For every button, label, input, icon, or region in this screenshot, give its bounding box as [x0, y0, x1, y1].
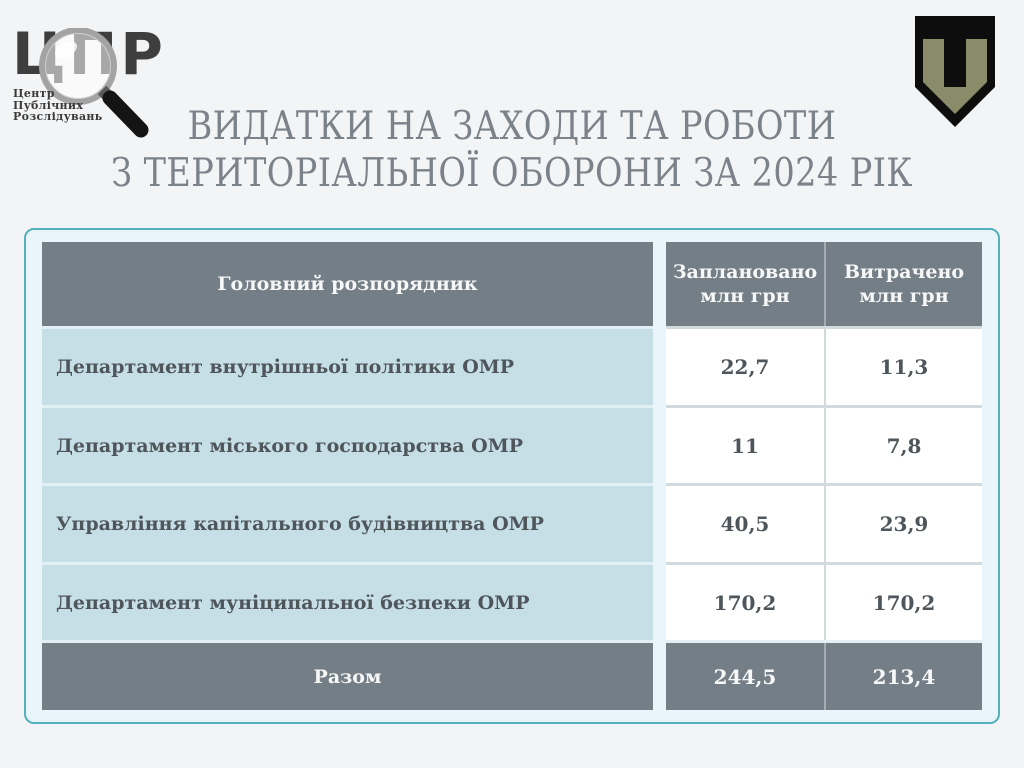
table-row-values: 11 7,8	[666, 404, 982, 484]
spent-value: 23,9	[824, 486, 982, 562]
totals-planned-value: 244,5	[713, 664, 777, 689]
planned-value: 22,7	[720, 355, 770, 380]
payer-column-header: Головний розпорядник	[42, 242, 653, 327]
table-row-values: 22,7 11,3	[666, 326, 982, 405]
values-columns: Заплановано млн грн Витрачено млн грн 22…	[666, 242, 982, 710]
totals-spent-value: 213,4	[824, 643, 982, 710]
table-row-name: Департамент внутрішньої політики ОМР	[42, 326, 653, 405]
planned-value: 11	[731, 433, 759, 458]
spent-value: 170,2	[824, 564, 982, 641]
planned-column-header: Заплановано млн грн	[666, 242, 824, 326]
page-title-line1: ВИДАТКИ НА ЗАХОДИ ТА РОБОТИ	[187, 104, 837, 149]
table-row-name: Департамент муніципальної безпеки ОМР	[42, 561, 653, 641]
magnifying-glass-icon	[39, 28, 149, 138]
spent-header-line2: млн грн	[859, 285, 949, 308]
payer-column: Головний розпорядник Департамент внутріш…	[42, 242, 653, 710]
table-row-name: Департамент міського господарства ОМР	[42, 404, 653, 484]
budget-table-card: Головний розпорядник Департамент внутріш…	[24, 228, 1000, 724]
logo-caption-line: Центр	[13, 87, 55, 100]
spent-value: 7,8	[824, 407, 982, 484]
planned-value: 40,5	[720, 512, 770, 537]
table-row-values: 170,2 170,2	[666, 561, 982, 641]
totals-values-row: 244,5 213,4	[666, 640, 982, 710]
planned-header-line2: млн грн	[700, 285, 790, 308]
values-header-row: Заплановано млн грн Витрачено млн грн	[666, 242, 982, 327]
table-row-values: 40,5 23,9	[666, 483, 982, 562]
table-row-name: Управління капітального будівництва ОМР	[42, 483, 653, 562]
spent-column-header: Витрачено млн грн	[824, 242, 982, 327]
planned-value: 170,2	[713, 590, 777, 615]
territorial-defense-shield-icon	[915, 16, 995, 127]
totals-label: Разом	[42, 640, 653, 710]
page-title-line2: З ТЕРИТОРІАЛЬНОЇ ОБОРОНИ ЗА 2024 РІК	[111, 151, 913, 196]
page-title: ВИДАТКИ НА ЗАХОДИ ТА РОБОТИ З ТЕРИТОРІАЛ…	[72, 103, 953, 197]
logo-caption: Центр Публічних Розслідувань	[13, 88, 103, 123]
spent-header-line1: Витрачено	[843, 261, 965, 284]
spent-value: 11,3	[824, 329, 982, 405]
planned-header-line1: Заплановано	[672, 261, 818, 284]
cpr-logo: ЦПР Центр Публічних Розслідувань	[10, 22, 220, 138]
logo-caption-line: Розслідувань	[13, 110, 103, 123]
logo-caption-line: Публічних	[13, 98, 84, 112]
